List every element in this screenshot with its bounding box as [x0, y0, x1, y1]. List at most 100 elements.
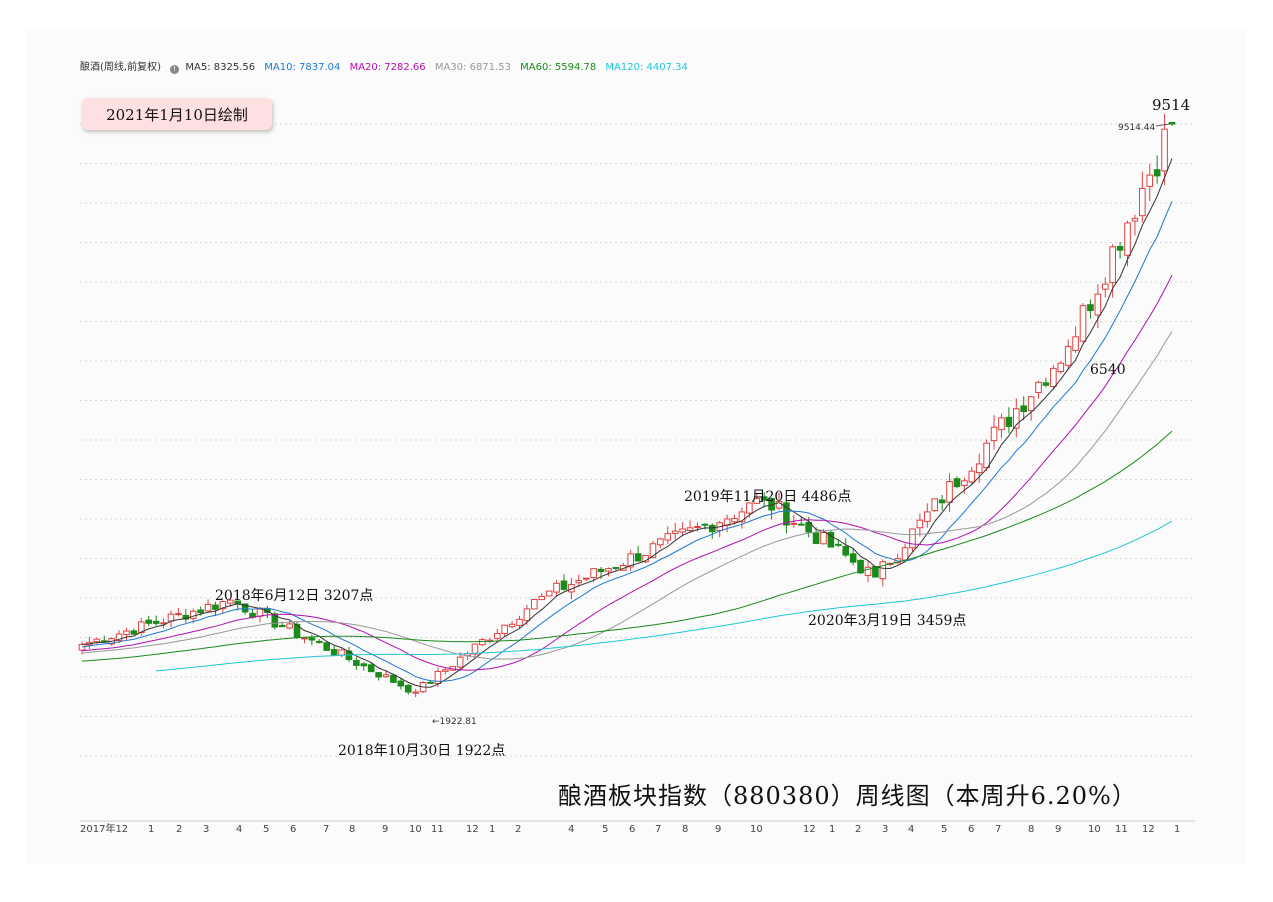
x-tick-label: 2017年12: [80, 822, 128, 835]
candle-up: [590, 568, 597, 579]
candle-down: [390, 674, 397, 683]
candle-up: [93, 638, 101, 643]
candle-up: [901, 547, 909, 561]
high-2019-label: 2019年11月20日 4486点: [684, 489, 852, 505]
x-tick-label: 1: [489, 824, 495, 835]
x-tick-label: 9: [715, 824, 721, 835]
candle-up: [820, 532, 827, 545]
candle-up: [167, 613, 175, 622]
candle-up: [338, 649, 345, 656]
candle-down: [404, 684, 412, 693]
candle-up: [286, 623, 293, 629]
candle-down: [805, 521, 812, 533]
x-tick-label: 6: [968, 824, 974, 835]
candle-up: [998, 417, 1005, 431]
pullback-label: 6540: [1090, 362, 1126, 378]
candle-up: [1035, 381, 1042, 393]
candle-down: [612, 566, 620, 569]
candle-up: [479, 639, 486, 646]
candle-down: [634, 553, 642, 562]
peak-value-marker: 9514.44: [1118, 123, 1155, 133]
candle-down: [797, 523, 805, 526]
x-tick-label: 7: [323, 824, 329, 835]
candle-down: [812, 532, 820, 544]
candle-up: [531, 599, 538, 610]
ma60-line: [81, 430, 1173, 662]
ma10-label: MA10: 7837.04: [264, 62, 341, 73]
candle-down: [1168, 121, 1176, 125]
candle-up: [301, 637, 308, 640]
candle-down: [315, 641, 323, 644]
candle-up: [694, 526, 701, 529]
candle-down: [152, 620, 160, 624]
candle-up: [138, 621, 145, 633]
chart-title: 酿酒板块指数（880380）周线图（本周升6.20%）: [558, 782, 1137, 810]
candle-down: [330, 649, 338, 656]
candle-up: [686, 527, 694, 532]
candle-up: [627, 553, 635, 568]
info-icon[interactable]: !: [170, 65, 180, 74]
low-value-marker: ←1922.81: [432, 717, 477, 727]
x-tick-label: 6: [629, 824, 635, 835]
candle-up: [1050, 367, 1057, 388]
candle-down: [241, 603, 249, 613]
candle-down: [1116, 245, 1124, 251]
ma10-line: [81, 201, 1173, 682]
candle-down: [1042, 382, 1050, 386]
candle-up: [679, 528, 686, 533]
candle-up: [753, 498, 761, 504]
candle-up: [916, 519, 924, 529]
candle-up: [1109, 246, 1116, 284]
candle-up: [909, 528, 916, 549]
peak-label: 9514: [1152, 96, 1191, 114]
x-tick-label: 1: [148, 824, 154, 835]
candle-up: [219, 601, 227, 610]
candle-up: [545, 590, 553, 597]
candle-down: [597, 568, 605, 573]
candle-up: [664, 533, 672, 541]
candle-up: [746, 502, 753, 514]
x-tick-label: 2: [515, 824, 521, 835]
candle-up: [731, 518, 738, 523]
x-tick-label: 7: [995, 824, 1001, 835]
ma20-line: [81, 274, 1173, 671]
candle-up: [123, 630, 130, 635]
candle-down: [938, 499, 946, 504]
candle-down: [271, 613, 279, 628]
candle-down: [397, 680, 405, 687]
candle-up: [508, 623, 516, 628]
candle-down: [360, 663, 368, 667]
candle-up: [879, 561, 887, 580]
x-tick-label: 12: [466, 824, 479, 835]
x-tick-label: 11: [431, 824, 444, 835]
candle-up: [1139, 187, 1146, 217]
candle-up: [493, 633, 501, 639]
candle-up: [1161, 128, 1168, 172]
candle-down: [953, 478, 961, 488]
x-tick-label: 12: [1142, 824, 1155, 835]
ma20-label: MA20: 7282.66: [349, 62, 426, 73]
x-tick-label: 10: [409, 824, 422, 835]
ma5-label: MA5: 8325.56: [185, 62, 256, 73]
candle-down: [760, 496, 768, 501]
candle-up: [434, 670, 442, 685]
candle-down: [835, 543, 842, 546]
candle-down: [849, 553, 857, 563]
x-tick-label: 2: [855, 824, 861, 835]
legend-name: 酿酒(周线,前复权): [80, 62, 161, 73]
x-tick-label: 12: [803, 824, 816, 835]
candle-up: [501, 624, 508, 634]
candle-up: [175, 613, 182, 616]
x-tick-label: 4: [908, 824, 914, 835]
candle-down: [308, 637, 316, 641]
x-tick-label: 5: [941, 824, 947, 835]
candle-up: [1012, 408, 1020, 429]
candle-up: [471, 643, 479, 655]
candle-down: [701, 523, 709, 526]
x-tick-label: 10: [750, 824, 763, 835]
candle-up: [538, 595, 546, 601]
candle-down: [367, 664, 375, 673]
x-tick-label: 10: [1088, 824, 1101, 835]
low-2020-label: 2020年3月19日 3459点: [808, 613, 967, 629]
